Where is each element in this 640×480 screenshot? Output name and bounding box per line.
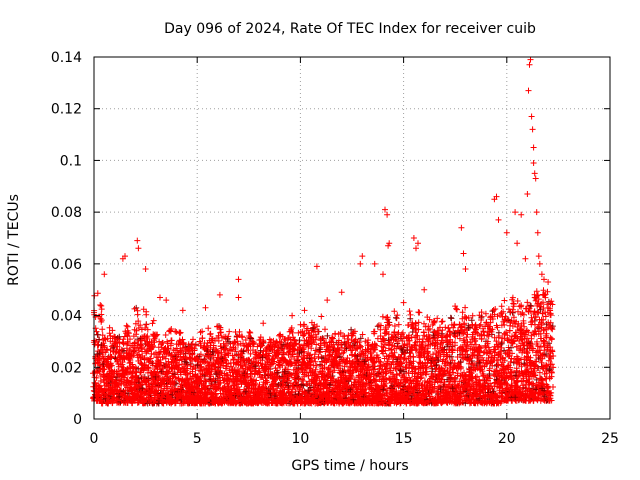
data-point [94,331,101,338]
data-point [247,350,254,357]
data-point [98,306,105,313]
data-point [374,323,381,330]
data-point [453,305,460,312]
data-point [318,313,325,320]
data-point [90,370,96,377]
data-point [377,326,384,333]
data-point [137,322,144,329]
data-point [501,297,508,304]
data-point [162,332,169,338]
data-point [150,317,157,324]
data-point [177,329,184,336]
data-point [131,305,138,312]
data-point [324,332,331,339]
data-point [296,337,303,344]
data-point [409,321,416,328]
data-point [197,329,204,336]
data-point [97,302,104,308]
data-point [276,332,283,339]
data-point [192,342,199,349]
grid-lines [94,57,610,419]
data-point [371,328,378,335]
data-point [374,354,381,361]
data-point [281,336,288,343]
data-point [247,329,254,336]
data-point [143,321,150,328]
data-point [115,336,122,343]
data-point [406,308,413,315]
data-point [313,362,320,369]
data-point [435,357,441,364]
data-point [149,320,156,327]
data-point [348,337,355,343]
data-point [344,335,351,342]
data-point [168,337,175,344]
data-point [99,326,106,333]
data-point [405,322,412,328]
data-point [447,314,454,321]
data-point [356,339,363,346]
data-point [385,331,392,338]
data-point [452,303,459,310]
data-point [205,325,212,332]
data-point [439,318,446,325]
data-point [172,362,179,369]
data-point [143,311,150,318]
data-point [218,329,224,336]
data-point [407,311,414,318]
data-point [337,329,344,336]
data-point [190,336,196,343]
data-point [246,329,253,335]
data-point [167,327,174,334]
data-point [322,326,328,333]
data-point [236,328,243,335]
data-point [426,316,433,323]
data-point [116,333,123,340]
data-point [138,326,145,333]
data-point [235,342,241,348]
data-point [152,349,159,356]
data-point [217,324,224,331]
chart-title: Day 096 of 2024, Rate Of TEC Index for r… [164,21,536,37]
data-point [448,353,455,360]
data-point [300,332,307,339]
data-point [320,368,326,375]
data-point [134,307,141,314]
data-point [227,372,234,379]
data-points [90,56,557,407]
data-point [226,328,233,335]
data-point [304,325,311,332]
data-point [131,340,138,347]
data-point [123,322,130,329]
data-point [297,321,304,328]
data-point [207,330,214,337]
data-point [498,303,505,310]
